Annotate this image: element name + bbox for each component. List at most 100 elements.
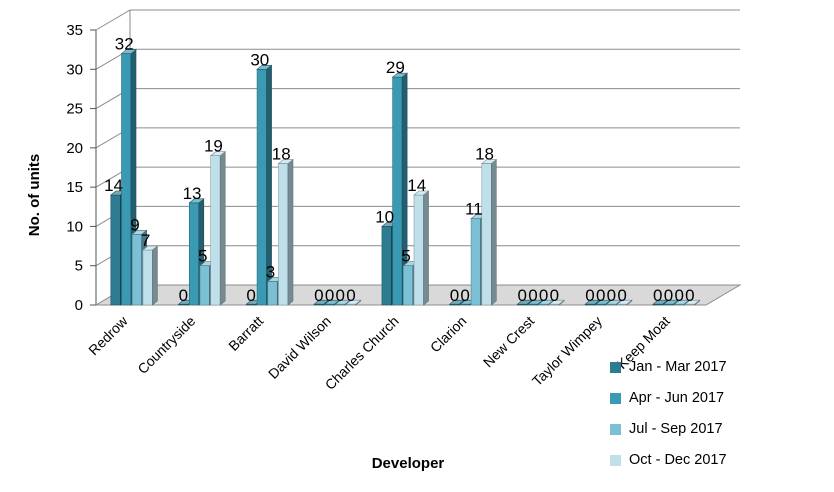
x-tick-label: New Crest: [480, 313, 538, 371]
bar-front: [210, 155, 221, 306]
x-axis-title: Developer: [372, 455, 445, 472]
bar-front: [413, 194, 424, 306]
gridline: [95, 9, 740, 31]
bar: [345, 299, 362, 306]
bar-top: [142, 245, 159, 251]
bar-top: [652, 299, 669, 305]
bar-top: [345, 299, 362, 305]
bar-top: [538, 299, 555, 305]
data-label: 29: [386, 58, 405, 77]
bar-top: [131, 229, 148, 235]
bar: [684, 299, 701, 306]
bar-front: [110, 194, 121, 306]
data-label: 0: [685, 286, 694, 305]
bar-top: [277, 159, 294, 164]
bar-top: [323, 299, 341, 305]
data-label: 10: [375, 207, 394, 226]
bar-front: [392, 76, 403, 306]
bar: [448, 299, 466, 306]
bar-side: [423, 190, 429, 306]
y-tick-label: 25: [66, 101, 83, 118]
bar-top: [413, 190, 430, 196]
data-label: 0: [653, 286, 662, 305]
gridline: [95, 127, 740, 149]
data-label: 0: [550, 286, 559, 305]
bar-front: [267, 281, 278, 306]
data-label: 0: [450, 286, 459, 305]
bar-top: [313, 299, 330, 305]
x-tick-label: David Wilson: [265, 313, 334, 382]
bar-top: [120, 49, 137, 54]
bar-front: [199, 265, 210, 306]
bar-side: [219, 151, 226, 306]
bar-front: [403, 265, 414, 306]
data-label: 0: [336, 286, 345, 305]
data-label: 0: [246, 286, 255, 305]
legend-swatch: [610, 392, 621, 404]
data-label: 0: [539, 286, 548, 305]
data-label: 7: [141, 231, 150, 250]
bar: [209, 151, 227, 306]
y-tick-label: 20: [66, 140, 83, 157]
legend-item: Jan - Mar 2017: [610, 359, 727, 375]
data-label: 3: [266, 262, 275, 281]
data-label: 18: [272, 145, 291, 164]
bar-top: [448, 299, 466, 305]
data-label: 11: [465, 200, 483, 219]
bar-side: [152, 245, 158, 306]
y-ticks: 0 5 10 15 20 25 30 35: [66, 22, 96, 314]
bar-top: [209, 151, 227, 157]
legend-item: Apr - Jun 2017: [610, 390, 724, 406]
data-label: 5: [198, 247, 207, 266]
bar-top: [188, 198, 205, 204]
bar: [256, 64, 273, 306]
bar-top: [480, 159, 498, 164]
bar-top: [595, 299, 612, 305]
bar: [391, 72, 408, 306]
data-label: 9: [130, 215, 139, 234]
data-label: 14: [407, 176, 426, 195]
legend-swatch: [610, 454, 621, 466]
bar-top: [616, 299, 633, 305]
bar-top: [673, 299, 690, 305]
y-tick-label: 0: [75, 297, 83, 314]
bar-top: [334, 299, 351, 305]
y-axis-title: No. of units: [26, 154, 43, 237]
data-label: 19: [204, 137, 223, 156]
data-label: 0: [325, 286, 334, 305]
bar: [616, 299, 633, 306]
legend-item: Oct - Dec 2017: [610, 452, 727, 468]
bar-front: [142, 249, 153, 306]
data-label: 0: [607, 286, 616, 305]
gridline: [95, 88, 740, 110]
gridline: [95, 48, 740, 70]
data-label: 32: [115, 35, 134, 54]
legend-label: Oct - Dec 2017: [629, 452, 727, 468]
data-label: 0: [596, 286, 605, 305]
x-tick-label: Countryside: [134, 313, 198, 377]
data-label: 0: [664, 286, 673, 305]
data-label: 5: [401, 247, 410, 266]
legend-swatch: [610, 361, 621, 373]
bar-top: [516, 299, 533, 305]
legend-item: Jul - Sep 2017: [610, 421, 723, 437]
data-label: 18: [475, 145, 494, 164]
bar-top: [684, 299, 701, 305]
y-tick-label: 10: [66, 218, 83, 235]
bar-top: [256, 64, 273, 70]
bar-top: [584, 299, 601, 305]
bar-side: [491, 158, 497, 306]
data-label: 0: [674, 286, 683, 305]
data-label: 0: [314, 286, 323, 305]
bar: [277, 158, 294, 306]
bar-front: [481, 163, 492, 306]
bar-top: [391, 72, 408, 78]
data-label: 0: [346, 286, 355, 305]
data-label: 0: [585, 286, 594, 305]
bar: [584, 299, 601, 306]
bar-side: [287, 158, 294, 306]
bar: [548, 299, 565, 306]
data-label: 14: [104, 176, 123, 195]
